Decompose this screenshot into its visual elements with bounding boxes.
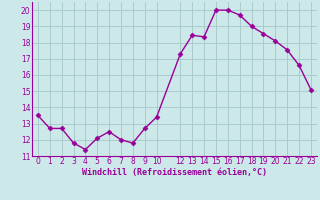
X-axis label: Windchill (Refroidissement éolien,°C): Windchill (Refroidissement éolien,°C): [82, 168, 267, 177]
